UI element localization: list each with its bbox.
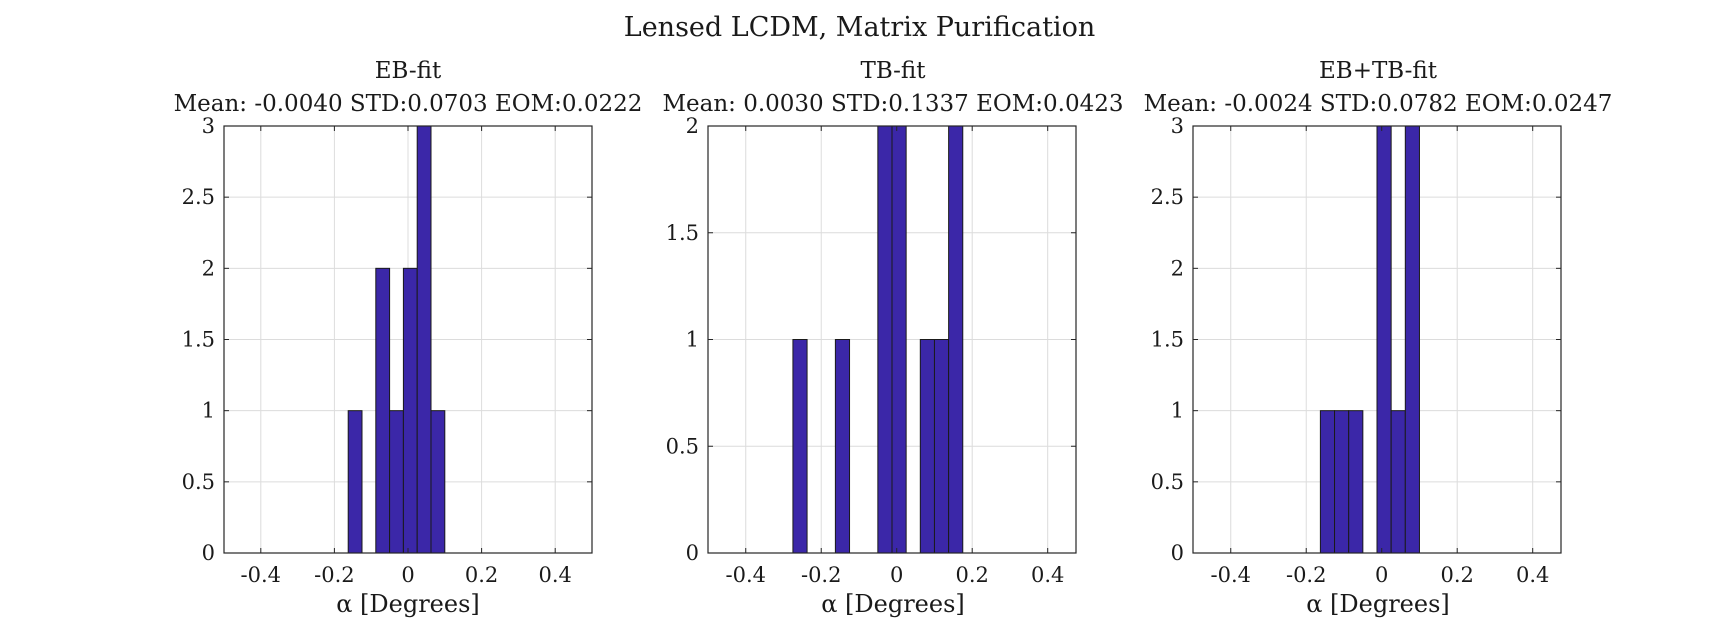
x-axis-label: α [Degrees] xyxy=(336,590,480,618)
panel-title: EB+TB-fit xyxy=(1319,58,1438,84)
panel-tb-fit: TB-fit Mean: 0.0030 STD:0.1337 EOM:0.042… xyxy=(662,58,1123,618)
panel-title: EB-fit xyxy=(375,58,442,84)
y-tick-label: 0.5 xyxy=(182,470,215,494)
y-tick-label: 1.5 xyxy=(1151,328,1184,352)
x-tick-label: 0.2 xyxy=(956,563,989,587)
x-axis-label: α [Degrees] xyxy=(1306,590,1450,618)
x-tick-label: -0.4 xyxy=(725,563,766,587)
x-tick-label: -0.4 xyxy=(241,563,282,587)
figure-title: Lensed LCDM, Matrix Purification xyxy=(624,12,1095,43)
axes: -0.4 -0.2 0 0.2 0.4 0 0.5 1 1.5 2 2.5 3 xyxy=(182,114,593,587)
x-axis-label: α [Degrees] xyxy=(821,590,965,618)
x-tick-label: -0.2 xyxy=(1286,563,1327,587)
x-tick-label: 0.4 xyxy=(538,563,571,587)
y-tick-label: 2.5 xyxy=(182,185,215,209)
x-tick-label: 0.4 xyxy=(1516,563,1549,587)
histogram-bar xyxy=(834,339,851,554)
y-tick-label: 1 xyxy=(202,399,215,423)
y-tick-label: 1 xyxy=(1171,399,1184,423)
histogram-bars xyxy=(1193,125,1561,554)
y-tick-label: 0 xyxy=(202,541,215,565)
axes: -0.4 -0.2 0 0.2 0.4 0 0.5 1 1.5 2 2.5 3 xyxy=(1151,114,1562,587)
y-tick-label: 2.5 xyxy=(1151,185,1184,209)
histogram-bar xyxy=(402,267,418,554)
panel-eb-tb-fit: EB+TB-fit Mean: -0.0024 STD:0.0782 EOM:0… xyxy=(1144,58,1613,618)
histogram-bar xyxy=(891,125,907,554)
histogram-bar xyxy=(430,410,446,554)
y-tick-label: 1.5 xyxy=(182,328,215,352)
histogram-bar xyxy=(948,125,964,554)
y-tick-label: 0.5 xyxy=(666,434,699,458)
panel-stats: Mean: 0.0030 STD:0.1337 EOM:0.0423 xyxy=(662,91,1123,117)
y-tick-label: 3 xyxy=(1171,114,1184,138)
histogram-bar xyxy=(1404,125,1420,554)
histogram-bar xyxy=(1348,410,1364,554)
histogram-bar xyxy=(1334,410,1350,554)
y-tick-label: 2 xyxy=(686,114,699,138)
histogram-bar xyxy=(1376,125,1392,554)
panel-eb-fit: EB-fit Mean: -0.0040 STD:0.0703 EOM:0.02… xyxy=(174,58,643,618)
x-tick-label: -0.4 xyxy=(1210,563,1251,587)
histogram-bar xyxy=(877,125,893,554)
x-tick-label: 0.2 xyxy=(465,563,498,587)
x-tick-label: -0.2 xyxy=(314,563,355,587)
y-tick-label: 2 xyxy=(202,256,215,280)
y-tick-label: 0 xyxy=(686,541,699,565)
histogram-bar xyxy=(416,125,432,554)
x-tick-label: 0 xyxy=(890,563,903,587)
histogram-bar xyxy=(792,339,808,554)
y-tick-label: 1.5 xyxy=(666,221,699,245)
y-tick-label: 0.5 xyxy=(1151,470,1184,494)
y-tick-label: 0 xyxy=(1171,541,1184,565)
histogram-bar xyxy=(375,267,391,554)
histogram-bar xyxy=(389,410,404,554)
x-tick-label: 0 xyxy=(1375,563,1388,587)
histogram-bar xyxy=(1390,410,1406,554)
axes: -0.4 -0.2 0 0.2 0.4 0 0.5 1 1.5 2 xyxy=(666,114,1077,587)
histogram-bars xyxy=(708,125,1076,554)
y-tick-label: 3 xyxy=(202,114,215,138)
x-tick-label: 0 xyxy=(401,563,414,587)
x-tick-label: -0.2 xyxy=(801,563,842,587)
x-tick-label: 0.4 xyxy=(1031,563,1064,587)
x-tick-label: 0.2 xyxy=(1441,563,1474,587)
histogram-bar xyxy=(919,339,935,554)
histogram-bar xyxy=(1319,410,1336,554)
histogram-bar xyxy=(933,339,950,554)
y-tick-label: 1 xyxy=(686,328,699,352)
panel-stats: Mean: -0.0040 STD:0.0703 EOM:0.0222 xyxy=(174,91,643,117)
y-tick-label: 2 xyxy=(1171,256,1184,280)
panel-title: TB-fit xyxy=(860,58,926,84)
histogram-bar xyxy=(347,410,363,554)
panel-stats: Mean: -0.0024 STD:0.0782 EOM:0.0247 xyxy=(1144,91,1613,117)
